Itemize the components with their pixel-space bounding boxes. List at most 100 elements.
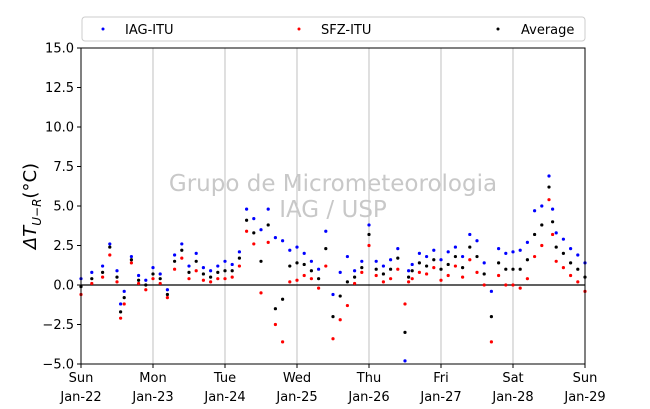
data-point <box>518 248 522 252</box>
data-point <box>331 292 335 297</box>
data-point <box>417 251 421 255</box>
data-point <box>353 281 357 286</box>
legend-marker-average <box>496 27 500 31</box>
x-tick-label-day: Sat <box>502 371 523 386</box>
data-point <box>331 337 335 341</box>
x-tick-label-date: Jan-29 <box>563 390 605 405</box>
data-point <box>504 267 508 271</box>
x-tick-label-day: Sun <box>573 371 598 386</box>
data-point <box>576 253 580 257</box>
data-point <box>446 262 450 267</box>
data-point <box>223 277 227 281</box>
data-point <box>468 245 472 249</box>
data-point <box>230 275 234 279</box>
data-point <box>353 269 357 273</box>
data-point <box>425 264 429 268</box>
data-point <box>482 272 486 276</box>
y-tick-label: 10.0 <box>45 121 74 136</box>
data-point <box>489 289 493 293</box>
data-point <box>295 278 299 282</box>
x-tick-label-date: Jan-25 <box>275 390 317 405</box>
data-point <box>158 281 162 286</box>
data-point <box>497 261 501 265</box>
data-point <box>389 258 393 262</box>
y-tick-label: 15.0 <box>45 42 74 57</box>
data-point <box>165 296 169 300</box>
data-point <box>425 272 429 276</box>
y-axis-label-subscript: U−R <box>30 199 44 226</box>
data-point <box>389 277 393 281</box>
legend-label-iag-itu: IAG-ITU <box>125 23 174 38</box>
data-point <box>540 243 544 248</box>
x-tick-label-date: Jan-28 <box>491 390 533 405</box>
data-points <box>79 174 587 363</box>
data-point <box>533 209 537 213</box>
data-point <box>432 266 436 270</box>
data-point <box>230 262 234 267</box>
data-point <box>273 236 277 240</box>
data-point <box>439 258 443 262</box>
data-point <box>540 204 544 208</box>
data-point <box>144 278 148 282</box>
data-point <box>547 198 551 202</box>
data-point <box>453 254 457 259</box>
data-point <box>273 322 277 327</box>
data-point <box>259 259 263 263</box>
data-point <box>266 207 270 211</box>
data-point <box>525 277 530 281</box>
data-point <box>273 307 277 311</box>
x-tick-label-date: Jan-26 <box>347 390 389 405</box>
data-point <box>288 248 292 252</box>
data-point <box>475 270 479 274</box>
x-tick-label-date: Jan-22 <box>59 390 101 405</box>
data-point <box>122 302 126 306</box>
data-point <box>288 264 292 268</box>
x-tick-label-day: Mon <box>139 371 166 386</box>
data-point <box>281 297 285 301</box>
data-point <box>432 248 436 252</box>
legend-label-sfz-itu: SFZ-ITU <box>321 23 371 38</box>
data-point <box>324 264 328 268</box>
data-point <box>209 275 213 279</box>
data-point <box>407 280 411 284</box>
data-point <box>407 269 411 273</box>
data-point <box>165 288 169 292</box>
data-point <box>302 262 306 267</box>
data-point <box>338 270 342 274</box>
data-point <box>345 254 349 259</box>
data-point <box>108 242 112 246</box>
data-point <box>396 267 400 271</box>
data-point <box>576 267 580 271</box>
data-point <box>511 250 515 254</box>
data-point <box>158 277 162 281</box>
data-point <box>119 310 123 314</box>
data-point <box>137 273 141 278</box>
data-point <box>551 207 555 211</box>
data-point <box>288 280 292 284</box>
data-point <box>511 267 515 271</box>
data-point <box>122 296 126 300</box>
y-axis-label: ΔTU−R(°C) <box>20 163 44 251</box>
data-point <box>266 240 270 244</box>
data-point <box>547 174 551 178</box>
data-point <box>187 264 191 268</box>
data-point <box>410 262 414 267</box>
data-point <box>122 289 126 293</box>
data-point <box>367 223 371 227</box>
data-point <box>525 258 530 262</box>
data-point <box>367 232 371 237</box>
data-point <box>482 283 486 287</box>
data-point <box>194 251 198 255</box>
data-point <box>425 254 429 259</box>
data-point <box>518 286 522 290</box>
data-point <box>374 273 378 278</box>
data-point <box>461 254 465 259</box>
data-point <box>533 254 537 259</box>
data-point <box>201 266 205 270</box>
data-point <box>468 232 472 237</box>
data-point <box>576 280 580 284</box>
data-point <box>518 267 522 271</box>
data-point <box>194 259 198 263</box>
data-point <box>252 242 256 246</box>
data-point <box>245 229 249 233</box>
